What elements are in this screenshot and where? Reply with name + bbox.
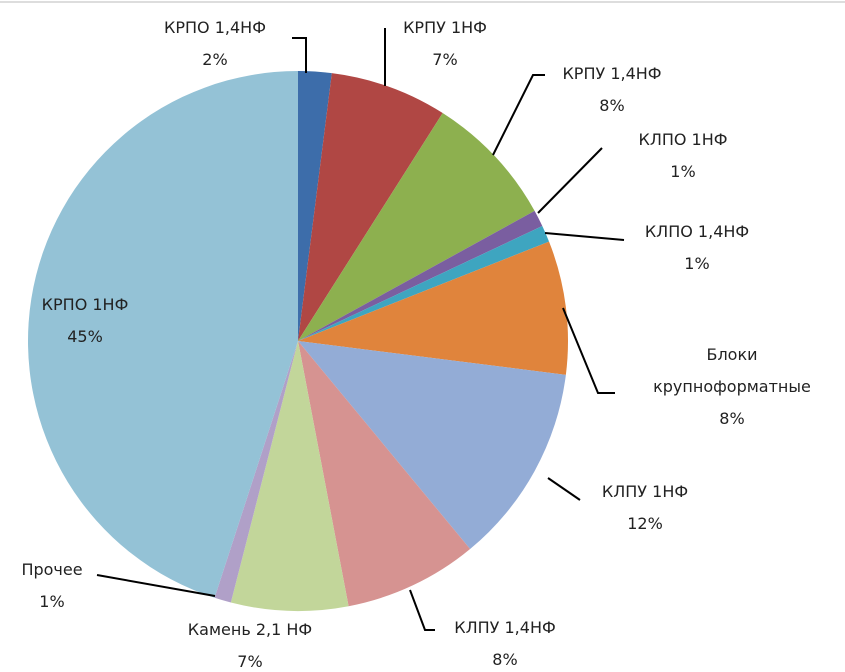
pie-slice <box>298 226 550 341</box>
label-name: КЛПУ 1,4НФ <box>454 618 556 637</box>
label-value: 8% <box>719 409 745 428</box>
pie-slice <box>298 341 471 607</box>
data-label: КЛПО 1,4НФ 1% <box>645 216 749 280</box>
pie-slice <box>298 113 535 341</box>
label-value: 1% <box>39 592 65 611</box>
pie-slice <box>298 210 543 341</box>
label-value: 8% <box>599 96 625 115</box>
label-value: 1% <box>684 254 710 273</box>
data-label: КЛПУ 1НФ 12% <box>602 476 688 540</box>
label-value: 7% <box>432 50 458 69</box>
pie-slice <box>298 73 443 341</box>
pie-slice <box>27 71 299 598</box>
data-label: Камень 2,1 НФ 7% <box>188 614 312 672</box>
label-value: 1% <box>670 162 696 181</box>
label-name: КРПО 1НФ <box>41 295 129 314</box>
label-name: КРПУ 1,4НФ <box>562 64 662 83</box>
data-label: Прочее 1% <box>21 554 82 618</box>
label-name: КРПО 1,4НФ <box>164 18 266 37</box>
label-name: Блоки крупноформатные <box>653 345 811 396</box>
data-label: КРПУ 1,4НФ 8% <box>562 58 661 122</box>
label-name: КЛПО 1,4НФ <box>644 222 750 241</box>
label-value: 7% <box>237 652 263 671</box>
data-label: Блоки крупноформатные 8% <box>647 339 817 435</box>
leader-line <box>537 147 603 214</box>
leader-line <box>409 589 435 631</box>
data-label: КРПО 1НФ 45% <box>42 289 129 353</box>
pie-slice <box>214 341 298 603</box>
leader-line <box>562 307 615 394</box>
data-label: КЛПУ 1,4НФ 8% <box>454 612 556 672</box>
leader-line <box>547 477 581 501</box>
leader-line <box>292 37 307 73</box>
data-label: КЛПО 1НФ 1% <box>638 124 727 188</box>
leader-line <box>96 574 216 597</box>
label-name: КЛПО 1НФ <box>638 130 728 149</box>
leader-line <box>544 232 625 241</box>
pie-slice <box>298 341 566 550</box>
data-label: КРПО 1,4НФ 2% <box>164 12 266 76</box>
pie-slice <box>230 341 349 611</box>
label-value: 2% <box>202 50 228 69</box>
leader-line <box>492 74 545 156</box>
label-name: Камень 2,1 НФ <box>187 620 313 639</box>
data-label: КРПУ 1НФ 7% <box>403 12 487 76</box>
label-name: Прочее <box>21 560 83 579</box>
pie-slice <box>298 241 568 375</box>
label-value: 8% <box>492 650 518 669</box>
label-name: КРПУ 1НФ <box>403 18 487 37</box>
label-name: КЛПУ 1НФ <box>601 482 689 501</box>
label-value: 45% <box>67 327 103 346</box>
label-value: 12% <box>627 514 663 533</box>
pie-slice <box>298 71 332 341</box>
